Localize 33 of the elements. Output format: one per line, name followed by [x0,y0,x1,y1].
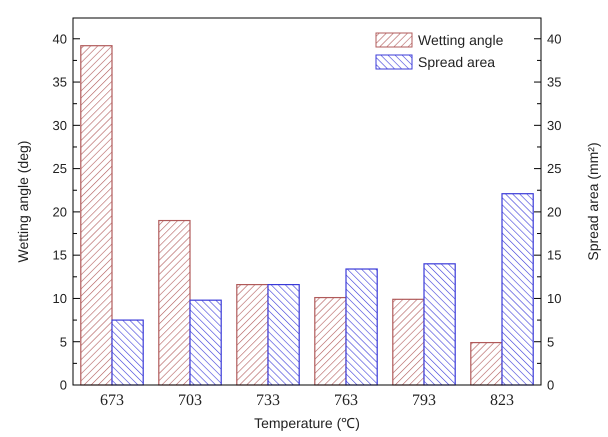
y-tick-label: 35 [52,74,67,90]
x-tick-label: 763 [334,392,358,409]
y-axis-title: Wetting angle (deg) [15,140,31,262]
bar [111,319,144,386]
y-tick-label: 30 [52,118,67,133]
y2-tick-label: 15 [547,248,562,263]
y-tick-label: 5 [60,334,67,350]
x-tick-label: 793 [412,392,436,409]
y2-tick-label: 5 [547,334,554,350]
y-tick-label: 20 [52,204,67,220]
y2-tick-label: 40 [547,31,562,46]
y2-tick-label: 10 [547,290,562,306]
y-tick-label: 25 [52,161,67,176]
y2-tick-label: 20 [547,204,562,220]
y2-tick-label: 25 [547,161,562,176]
y2-axis-title: Spread area (mm²) [585,142,601,261]
y-tick-label: 0 [60,378,67,393]
y2-tick-label: 30 [547,118,562,133]
y2-tick-label: 0 [547,378,554,393]
y-tick-label: 10 [52,290,67,306]
x-tick-label: 703 [178,392,202,409]
legend-label: Wetting angle [418,32,504,48]
y2-tick-label: 35 [547,74,562,90]
y-tick-label: 15 [52,248,67,263]
x-tick-label: 733 [256,392,280,409]
x-tick-label: 823 [490,392,514,409]
legend-label: Spread area [418,54,496,70]
bar [501,193,534,386]
x-axis-title: Temperature (℃) [254,415,360,431]
x-tick-label: 673 [100,392,124,409]
bar [470,342,503,386]
bar [80,45,113,386]
y-tick-label: 40 [52,31,67,46]
